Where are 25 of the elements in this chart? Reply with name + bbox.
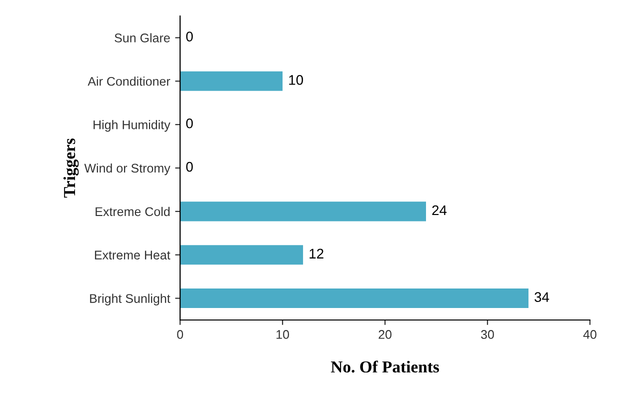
data-label: 0 [186,118,193,128]
y-tick-label: Extreme Heat [94,250,170,260]
y-tick-label: High Humidity [94,120,170,132]
y-tick-label: Air Conditioner [88,76,170,86]
x-axis-title: No. Of Patients [330,360,440,373]
bar [180,288,528,308]
data-label: 34 [534,292,550,302]
x-tick-label: 0 [177,330,184,339]
bar [180,245,304,265]
x-tick-label: 40 [583,330,596,339]
y-tick-label: Sun Glare [114,33,170,42]
y-tick-label: Bright Sunlight [90,294,170,306]
data-label: 24 [432,205,447,216]
data-label: 10 [289,75,304,85]
data-label: 0 [186,162,193,172]
data-label: 0 [186,32,193,42]
x-tick-label: 20 [378,330,392,339]
data-label: 12 [310,248,324,258]
bar [180,71,283,91]
y-tick-label: Extreme Cold [96,206,170,216]
x-tick-label: 10 [276,330,290,339]
y-axis-title: Triggers [63,138,79,198]
x-tick-label: 30 [481,330,494,339]
bar [180,202,426,222]
y-tick-label: Wind or Stromy [84,163,170,176]
